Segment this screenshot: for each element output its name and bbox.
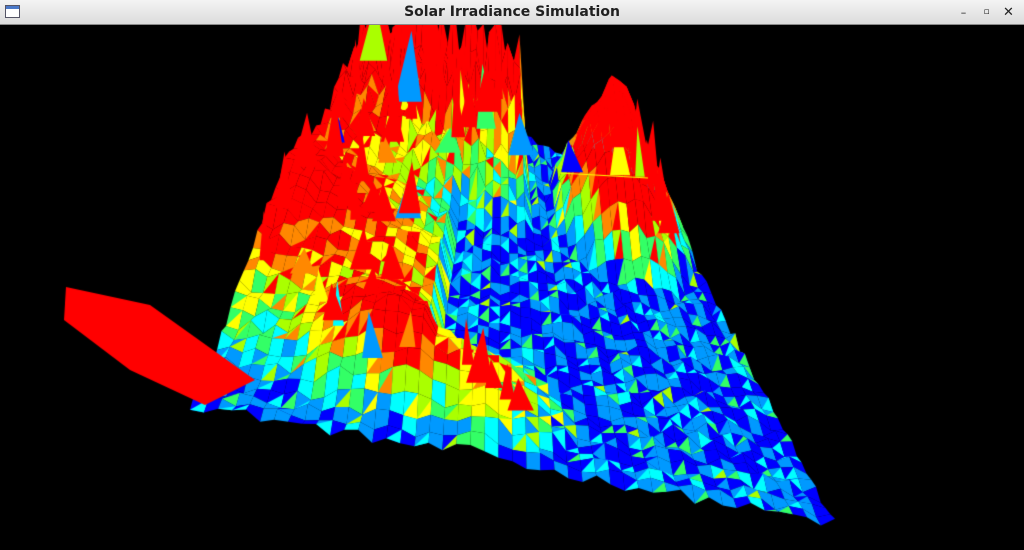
render-viewport[interactable] <box>0 25 1024 550</box>
window-icon[interactable] <box>5 5 20 18</box>
maximize-button[interactable]: ▫ <box>983 7 990 17</box>
minimize-button[interactable]: – <box>960 6 967 19</box>
close-button[interactable]: ✕ <box>1003 5 1014 20</box>
window-title: Solar Irradiance Simulation <box>404 4 620 20</box>
irradiance-terrain-canvas[interactable] <box>0 25 1024 550</box>
title-bar[interactable]: Solar Irradiance Simulation – ▫ ✕ <box>0 0 1024 25</box>
